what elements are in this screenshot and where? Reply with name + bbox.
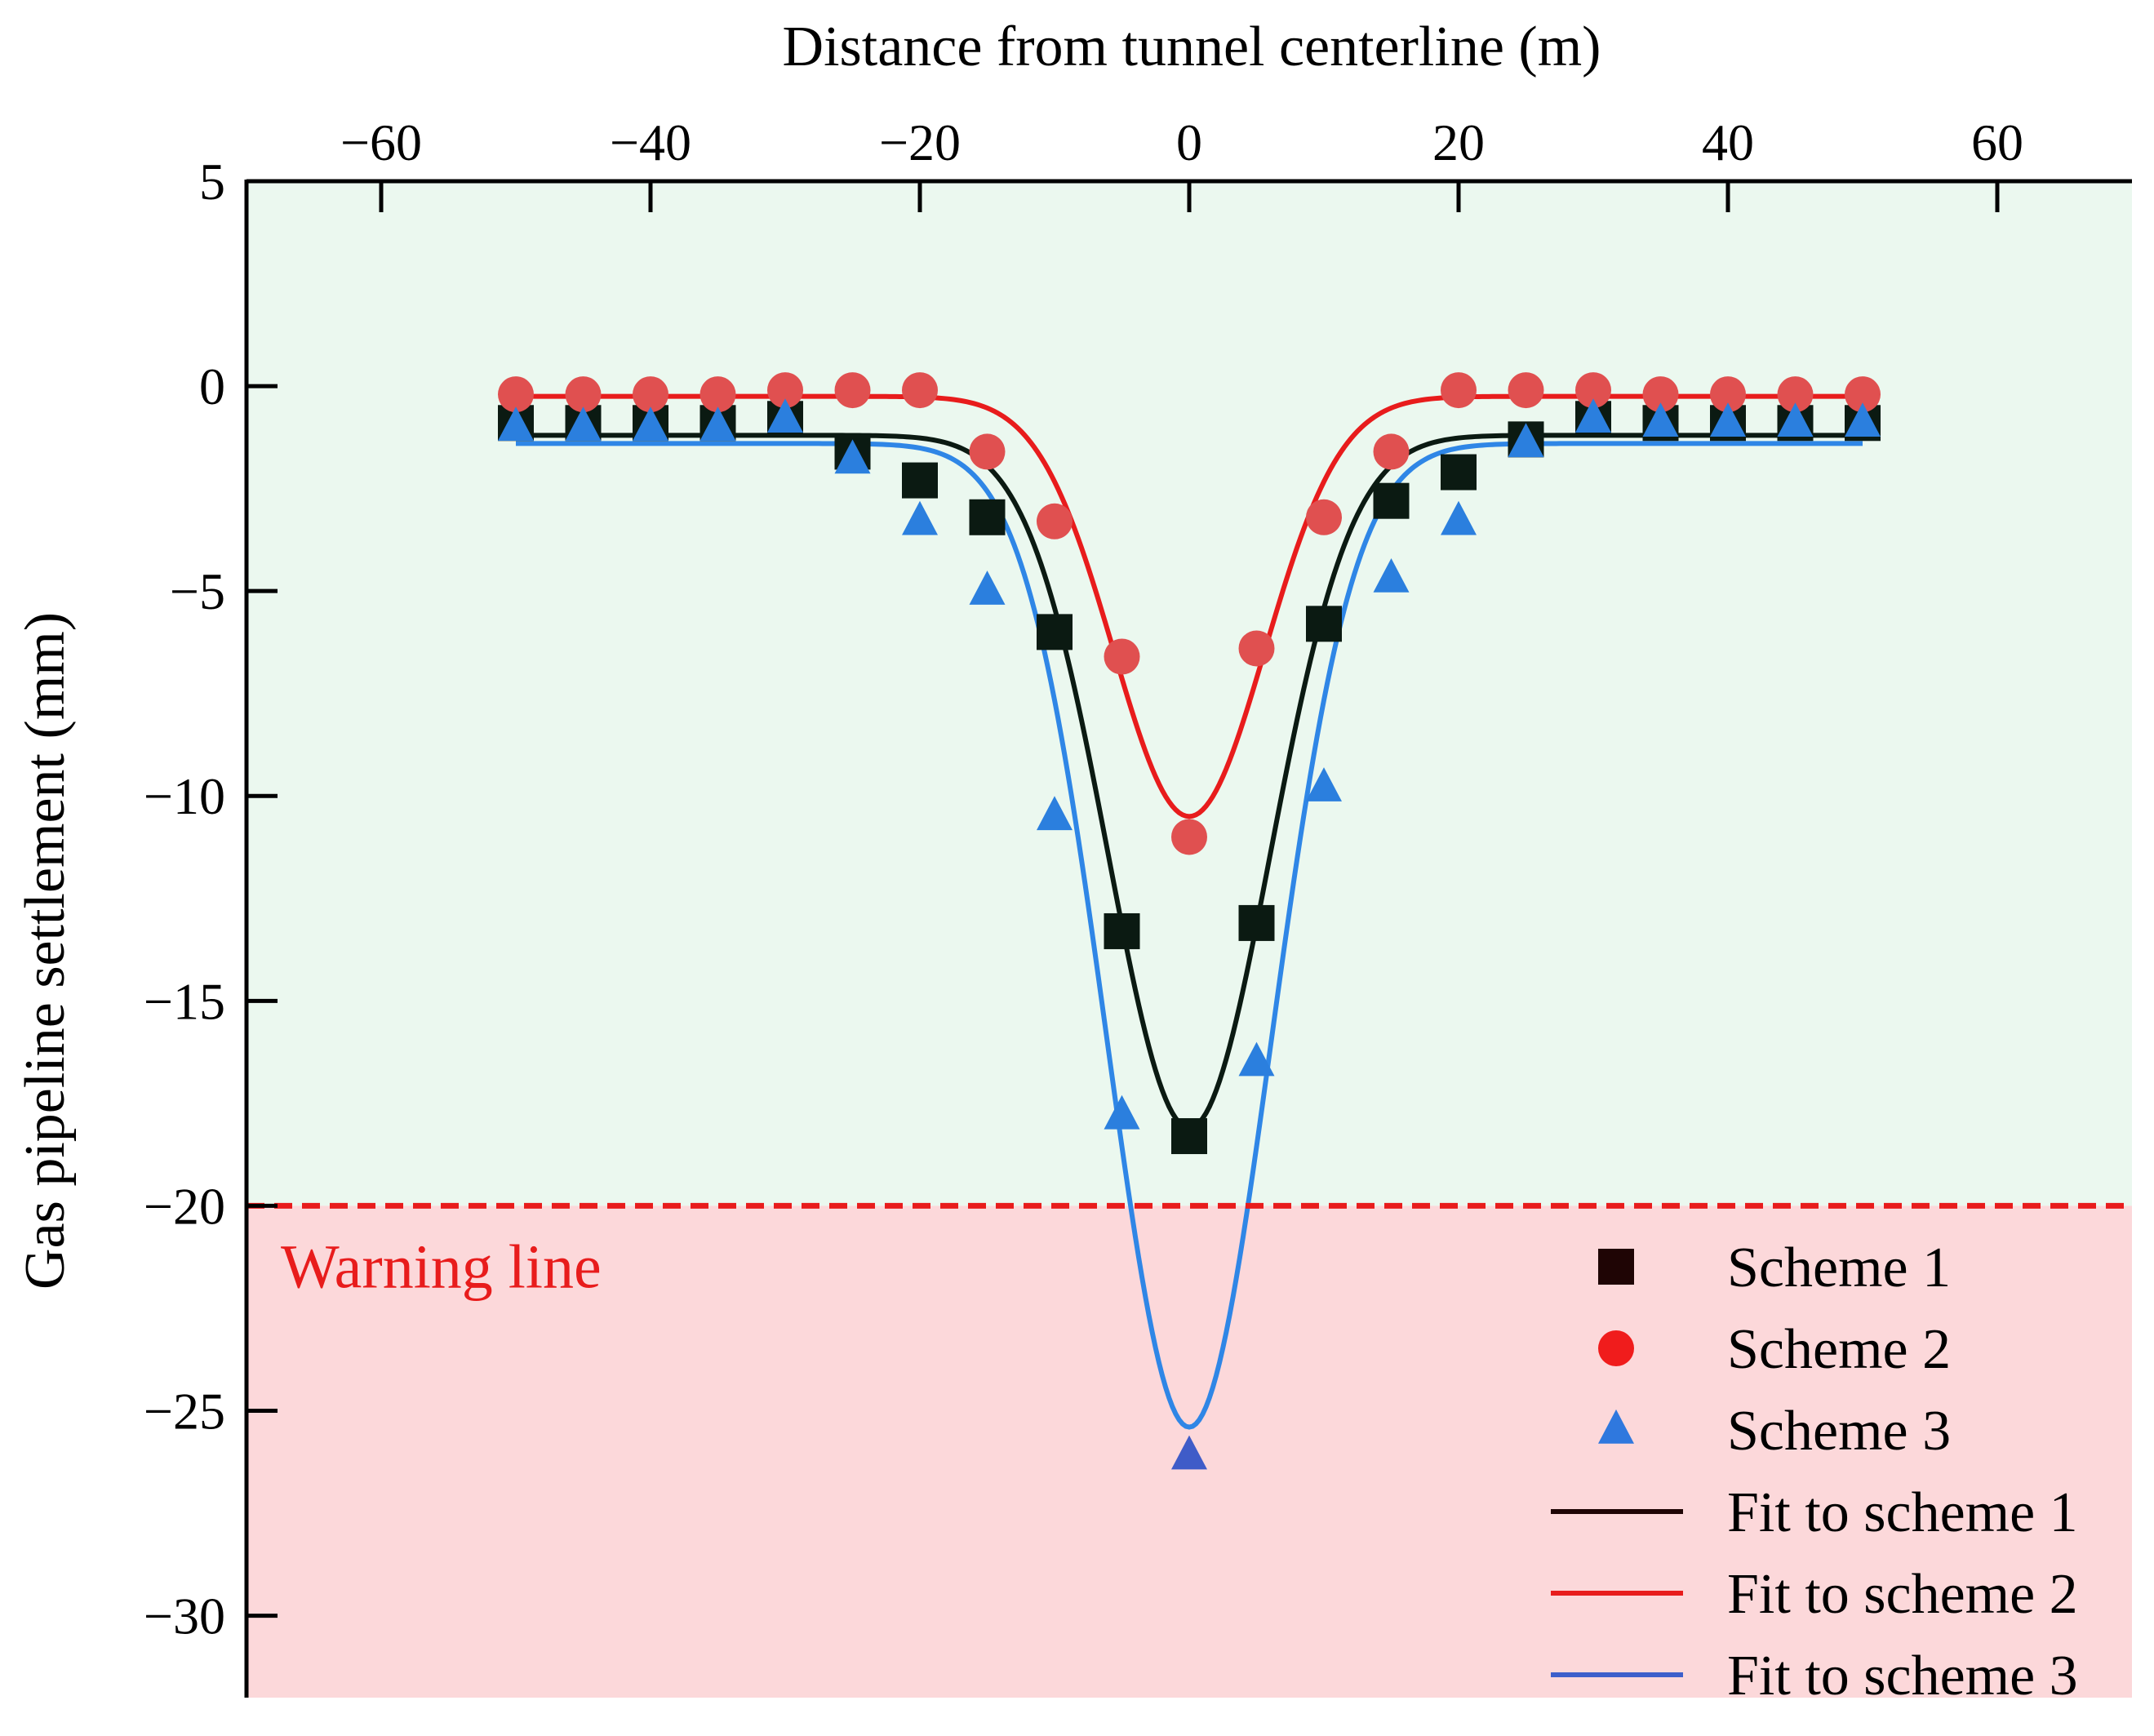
fit-line-3 [516,441,1863,1430]
scheme-2-point [498,376,534,413]
scheme-2-point [1710,376,1746,413]
scheme-3-point [1104,1094,1140,1130]
x-tick-label: −20 [879,113,961,171]
x-axis-title: Distance from tunnel centerline (m) [783,16,1601,78]
x-tick-label: −60 [340,113,422,171]
scheme-2-point [834,372,871,409]
y-tick-label: −10 [144,767,225,825]
scheme-2-point [633,376,668,413]
scheme-1-point [1171,1118,1207,1155]
scheme-2-point [1642,376,1679,413]
y-tick-label: −20 [144,1177,225,1235]
scheme-3-point [767,398,803,433]
scheme-1-point [1037,614,1073,650]
scheme-3-point [1508,423,1544,458]
legend-label: Scheme 3 [1727,1400,1951,1463]
legend-circle-marker [1598,1330,1634,1366]
legend-square-marker [1598,1249,1634,1285]
scheme-2-point [1845,376,1881,413]
scheme-3-point [969,571,1006,605]
scheme-3-point [1171,1435,1207,1470]
scheme-2-point [1575,372,1611,409]
scheme-2-point [1373,433,1410,470]
scheme-3-point [1845,402,1881,437]
scheme-2-point [1037,503,1073,539]
y-tick-label: 5 [199,153,225,211]
scheme-2-point [1508,372,1544,409]
scheme-2-point [565,376,602,413]
y-tick-label: −30 [144,1587,225,1645]
x-tick-label: −40 [610,113,691,171]
x-tick-label: 0 [1176,113,1202,171]
scheme-3-point [1441,500,1477,535]
y-tick-label: 0 [199,357,225,415]
scheme-3-point [902,500,938,535]
scheme-1-point [1306,606,1342,642]
y-tick-label: −5 [170,562,225,620]
scheme-1-point [1238,904,1275,941]
safe-zone [246,181,2132,1206]
y-axis-title: Gas pipeline settlement (mm) [14,612,77,1290]
scheme-3-point [1642,402,1679,437]
scheme-3-point [1710,402,1746,437]
scheme-3-point [633,406,668,441]
scheme-3-point [1373,558,1410,593]
scheme-2-point [969,433,1006,470]
legend-label: Fit to scheme 2 [1727,1563,2078,1626]
legend-label: Scheme 2 [1727,1318,1951,1381]
y-tick-label: −15 [144,972,225,1030]
scheme-2-point [1171,819,1207,855]
fit-line-2 [516,393,1863,819]
x-tick-label: 40 [1702,113,1754,171]
warning-line-label: Warning line [281,1232,602,1301]
scheme-1-point [902,462,938,499]
scheme-3-point [1777,402,1814,437]
scheme-3-point [699,406,736,441]
legend-label: Scheme 1 [1727,1237,1951,1299]
scheme-3-point [1037,796,1073,831]
legend-label: Fit to scheme 1 [1727,1481,2078,1544]
scheme-2-point [1104,638,1140,675]
scheme-1-point [1104,912,1140,949]
scheme-2-point [699,376,736,413]
legend-triangle-marker [1598,1409,1634,1444]
scheme-2-point [767,372,803,409]
scheme-2-point [1306,499,1342,535]
scheme-3-point [498,406,534,441]
scheme-3-point [565,406,602,441]
scheme-2-point [1441,372,1477,409]
scheme-2-point [1777,376,1814,413]
scheme-2-point [1238,630,1275,667]
scheme-1-point [1441,454,1477,491]
scheme-3-point [1238,1041,1275,1077]
scheme-3-point [834,439,871,474]
scheme-1-point [1373,482,1410,519]
scheme-2-point [902,372,938,409]
y-tick-label: −25 [144,1382,225,1440]
x-tick-label: 60 [1971,113,2023,171]
legend-label: Fit to scheme 3 [1727,1645,2078,1707]
x-tick-label: 20 [1432,113,1485,171]
scheme-3-point [1306,767,1342,801]
scheme-1-point [969,499,1006,535]
scheme-3-point [1575,398,1611,433]
